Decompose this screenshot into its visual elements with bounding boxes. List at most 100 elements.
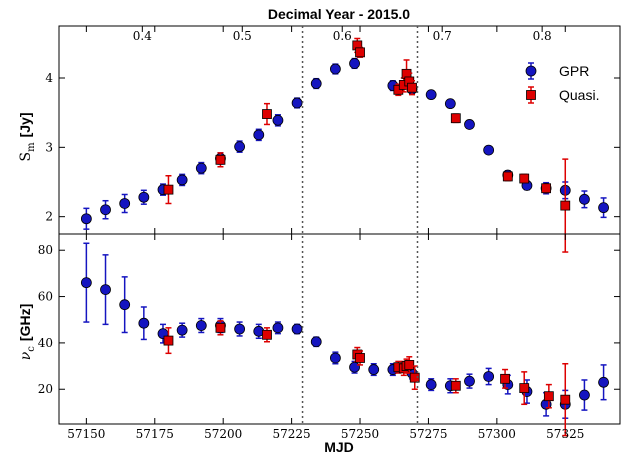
- series-quasi: [163, 37, 571, 253]
- data-point: [502, 171, 513, 182]
- data-point: [598, 202, 609, 214]
- legend-gpr-label: GPR: [559, 63, 589, 79]
- data-point: [425, 379, 437, 391]
- y-tick-label: 80: [38, 243, 53, 257]
- data-point: [541, 183, 552, 194]
- data-point: [560, 394, 571, 405]
- data-point: [409, 372, 420, 383]
- panel-frame: [58, 233, 621, 425]
- data-point: [464, 119, 475, 130]
- data-point: [195, 162, 207, 174]
- data-point: [215, 154, 226, 165]
- data-point: [560, 200, 571, 211]
- data-point: [119, 198, 131, 209]
- data-point: [291, 97, 303, 109]
- top-tick-label: 0.8: [533, 29, 552, 43]
- data-point: [543, 391, 554, 402]
- data-point: [100, 204, 111, 216]
- data-point: [176, 174, 188, 186]
- data-point: [138, 317, 150, 329]
- data-point: [404, 360, 415, 370]
- data-point: [483, 144, 495, 156]
- ylabel-flux: Sm [Jy]: [17, 113, 37, 162]
- data-point: [100, 284, 111, 296]
- data-point: [464, 375, 475, 387]
- top-tick-label: 0.5: [233, 29, 252, 43]
- legend-quasi-marker: [526, 86, 536, 104]
- data-point: [329, 63, 341, 75]
- x-tick-label: 57175: [136, 427, 174, 441]
- data-point: [291, 323, 303, 335]
- data-point: [450, 113, 461, 124]
- data-point: [500, 373, 510, 384]
- data-point: [80, 277, 92, 289]
- data-point: [444, 98, 456, 110]
- series-quasi: [163, 320, 571, 437]
- ylabel-flux-sub: m: [26, 142, 37, 152]
- data-point: [349, 58, 360, 69]
- y-tick-label: 40: [38, 336, 53, 350]
- x-tick-label: 57225: [273, 427, 311, 441]
- data-point: [215, 322, 226, 333]
- data-point: [329, 352, 341, 364]
- ylabel-freq-sub: c: [26, 346, 37, 352]
- x-tick-label: 57150: [67, 427, 105, 441]
- series-gpr: [80, 242, 609, 419]
- data-point: [483, 371, 495, 382]
- data-point: [407, 82, 417, 93]
- data-point: [262, 329, 272, 340]
- y-tick-label: 20: [38, 382, 53, 396]
- legend-quasi-label: Quasi.: [559, 87, 599, 103]
- data-point: [425, 89, 437, 101]
- data-point: [234, 141, 246, 153]
- data-point: [234, 323, 246, 335]
- data-point: [519, 383, 530, 393]
- series-gpr: [80, 57, 609, 230]
- top-tick-label: 0.4: [133, 29, 152, 43]
- svg-text:Sm[Jy]: Sm [Jy]: [17, 113, 37, 162]
- data-point: [355, 47, 365, 58]
- ylabel-freq-unit: [GHz]: [17, 304, 33, 341]
- top-tick-label: 0.6: [333, 29, 352, 43]
- data-point: [310, 78, 322, 89]
- data-point: [163, 335, 174, 346]
- data-point: [450, 380, 461, 391]
- ylabel-freq-main: ν: [18, 351, 34, 360]
- data-point: [579, 193, 590, 205]
- ylabel-flux-unit: [Jy]: [17, 113, 33, 138]
- ylabel-flux-main: S: [18, 152, 34, 162]
- data-point: [598, 376, 609, 388]
- data-point: [253, 129, 265, 141]
- data-point: [262, 109, 272, 119]
- y-tick-label: 4: [45, 71, 53, 85]
- data-point: [519, 173, 530, 184]
- data-point: [272, 114, 284, 126]
- vertical-markers: [301, 26, 419, 424]
- flux-density-panel: 2 3 4: [45, 25, 621, 253]
- x-tick-label: 57325: [546, 427, 584, 441]
- y-tick-label: 3: [45, 140, 53, 154]
- top-axis-title: Decimal Year - 2015.0: [268, 6, 410, 22]
- data-point: [80, 213, 92, 225]
- y-tick-label: 2: [45, 210, 53, 224]
- x-tick-label: 57275: [409, 427, 447, 441]
- data-point: [310, 336, 322, 348]
- data-point: [349, 361, 360, 373]
- x-tick-label: 57300: [478, 427, 516, 441]
- top-axis: 0.4 0.5 0.6 0.7 0.8: [133, 26, 552, 43]
- data-point: [355, 353, 365, 363]
- legend-gpr-marker: [525, 62, 537, 80]
- data-point: [163, 184, 174, 195]
- data-point: [368, 364, 380, 375]
- turnover-frequency-panel: 20 40 60 80: [38, 233, 621, 437]
- data-point: [138, 191, 150, 203]
- data-point: [272, 322, 284, 334]
- top-tick-label: 0.7: [433, 29, 452, 43]
- data-point: [119, 299, 131, 311]
- x-tick-label: 57250: [341, 427, 379, 441]
- x-axis: 57150 57175 57200 57225 57250 57275 57300 57325: [67, 427, 584, 441]
- data-point: [195, 320, 207, 331]
- svg-text:νc[GHz]: νc [GHz]: [17, 304, 37, 360]
- x-axis-title: MJD: [324, 439, 354, 455]
